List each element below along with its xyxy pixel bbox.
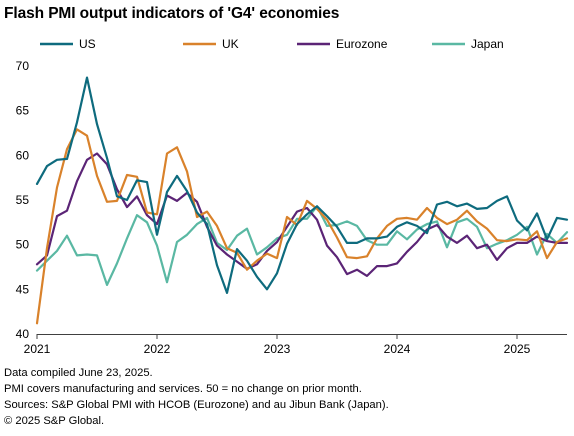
y-tick-label: 50	[16, 238, 30, 252]
legend: US UK Eurozone Japan	[40, 37, 504, 51]
series-lines	[35, 76, 569, 325]
y-tick-label: 70	[16, 59, 30, 73]
x-tick-label: 2022	[144, 342, 171, 356]
note-sources: Sources: S&P Global PMI with HCOB (Euroz…	[4, 399, 389, 411]
legend-label-japan: Japan	[471, 37, 504, 51]
x-tick-label: 2024	[384, 342, 411, 356]
chart-notes: Data compiled June 23, 2025. PMI covers …	[4, 365, 389, 429]
note-date: Data compiled June 23, 2025.	[4, 367, 153, 379]
y-axis: 40 45 50 55 60 65 70	[16, 59, 30, 341]
legend-label-eurozone: Eurozone	[336, 37, 388, 51]
chart-title: Flash PMI output indicators of 'G4' econ…	[4, 5, 340, 22]
legend-label-us: US	[79, 37, 96, 51]
y-tick-label: 65	[16, 104, 30, 118]
legend-label-uk: UK	[222, 37, 239, 51]
series-line-eurozone	[35, 152, 569, 277]
x-tick-label: 2023	[264, 342, 291, 356]
y-tick-label: 40	[16, 327, 30, 341]
series-line-uk	[35, 128, 569, 325]
y-tick-label: 55	[16, 193, 30, 207]
y-tick-label: 45	[16, 282, 30, 296]
y-tick-label: 60	[16, 148, 30, 162]
series-line-us	[35, 76, 569, 294]
x-axis: 2021 2022 2023 2024 2025	[24, 334, 567, 356]
x-tick-label: 2021	[24, 342, 51, 356]
note-description: PMI covers manufacturing and services. 5…	[4, 383, 362, 395]
note-copyright: © 2025 S&P Global.	[4, 415, 105, 427]
x-tick-label: 2025	[504, 342, 531, 356]
